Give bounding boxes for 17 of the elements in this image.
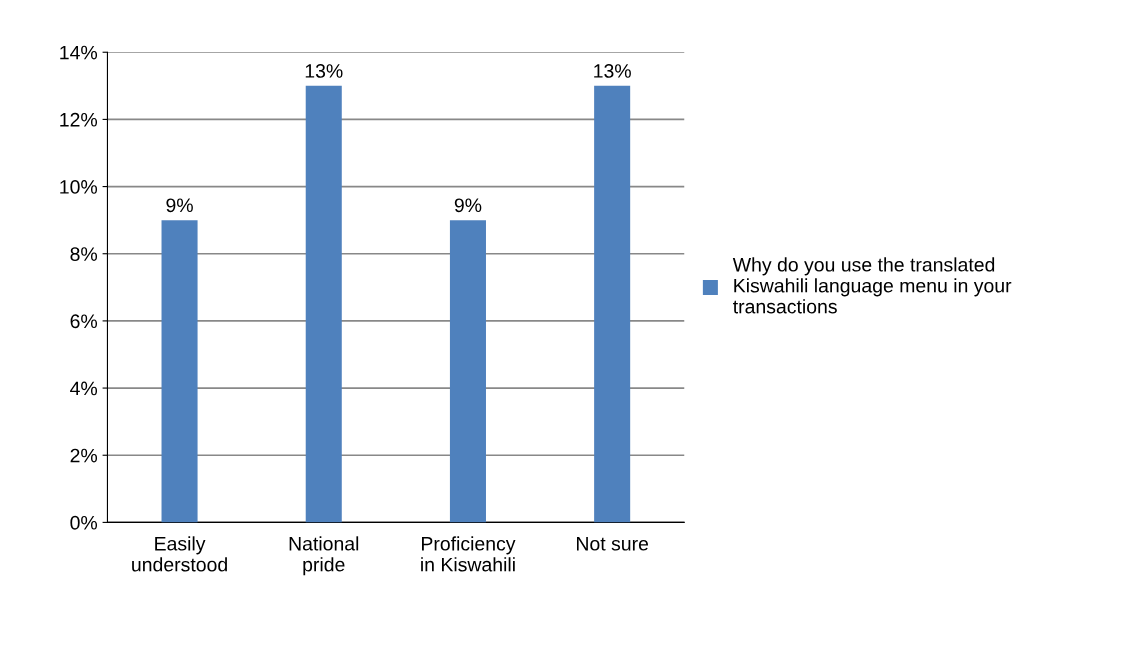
y-tick-label: 10% (60, 180, 98, 194)
y-tick-label: 12% (60, 112, 98, 127)
y-tick-label: 4% (70, 381, 98, 396)
x-tick-label: National pride (289, 536, 359, 576)
data-label: 13% (594, 64, 631, 78)
y-tick-label: 2% (70, 448, 98, 463)
data-label: 9% (166, 198, 193, 213)
legend-label: Why do you use the translated Kiswahili language menu in your transactions (732, 257, 1012, 314)
y-tick-label: 6% (70, 314, 98, 329)
y-tick-label: 0% (70, 515, 98, 530)
x-tick-label: Proficiency in Kiswahili (421, 536, 516, 572)
x-tick-label: Not sure (577, 537, 649, 551)
x-tick-label: Easily understood (132, 536, 227, 572)
y-tick-label: 8% (70, 247, 98, 261)
data-label: 9% (454, 198, 482, 213)
y-tick-label: 14% (60, 45, 98, 60)
data-label: 13% (305, 64, 343, 78)
